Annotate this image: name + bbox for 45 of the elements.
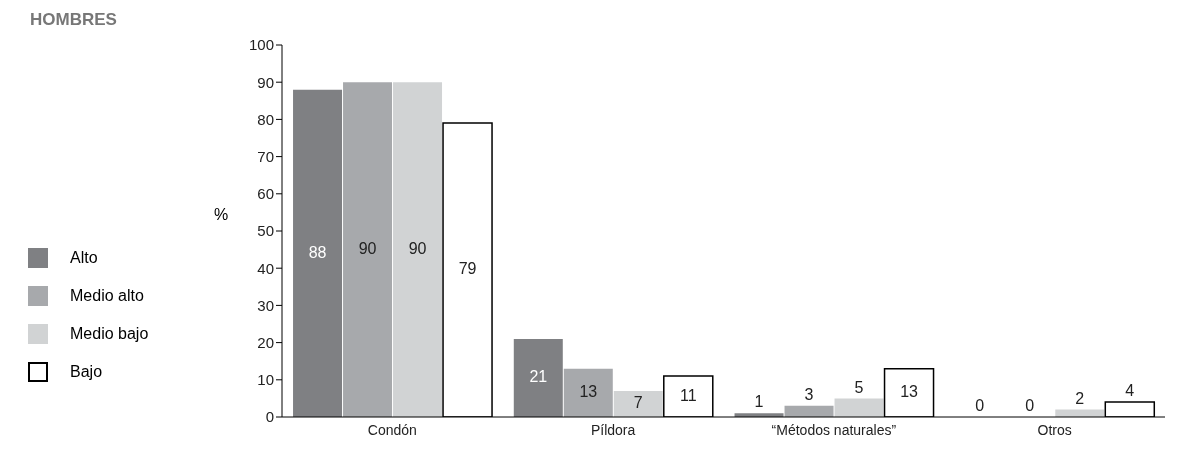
- data-label: 7: [633, 394, 643, 412]
- data-label: 1: [754, 393, 764, 411]
- bar: [513, 338, 563, 417]
- y-tick-label: 30: [257, 296, 274, 314]
- data-label: 21: [529, 368, 548, 386]
- y-tick-label: 60: [257, 185, 274, 203]
- y-tick-label: 90: [257, 73, 274, 91]
- data-label: 79: [458, 260, 477, 278]
- y-tick-label: 50: [257, 222, 274, 240]
- y-tick-label: 0: [265, 408, 274, 426]
- data-label: 13: [579, 383, 598, 401]
- data-label: 2: [1075, 389, 1085, 407]
- y-tick-label: 40: [257, 259, 274, 277]
- legend-label: Bajo: [70, 363, 103, 381]
- x-tick-label: “Métodos naturales”: [771, 421, 897, 438]
- data-label: 88: [308, 243, 327, 261]
- bar: [834, 398, 884, 417]
- text: HOMBRES: [30, 10, 117, 30]
- data-label: 3: [804, 386, 814, 404]
- legend-label: Medio bajo: [70, 325, 149, 343]
- data-label: 90: [408, 239, 427, 257]
- data-label: 11: [679, 386, 697, 404]
- data-label: 5: [854, 378, 864, 396]
- bar: [393, 82, 443, 417]
- y-tick-label: 10: [257, 371, 274, 389]
- data-label: 0: [1025, 397, 1035, 415]
- x-tick-label: Píldora: [590, 421, 636, 438]
- data-label: 90: [358, 239, 377, 257]
- legend-label: Medio alto: [70, 287, 144, 305]
- y-tick-label: 20: [257, 333, 274, 351]
- bar: [784, 405, 834, 417]
- y-tick-label: 70: [257, 147, 274, 165]
- bar: [563, 368, 613, 417]
- y-axis-title: %: [214, 206, 229, 224]
- x-tick-label: Condón: [367, 421, 417, 438]
- y-tick-label: 80: [257, 110, 274, 128]
- legend-label: Alto: [70, 249, 98, 267]
- data-label: 13: [900, 383, 919, 401]
- bar: [343, 82, 393, 417]
- data-label: 4: [1125, 382, 1135, 400]
- bar: [613, 390, 663, 417]
- y-tick-label: 100: [248, 36, 274, 54]
- bar: [293, 89, 343, 417]
- data-label: 0: [975, 397, 985, 415]
- x-tick-label: Otros: [1037, 421, 1072, 438]
